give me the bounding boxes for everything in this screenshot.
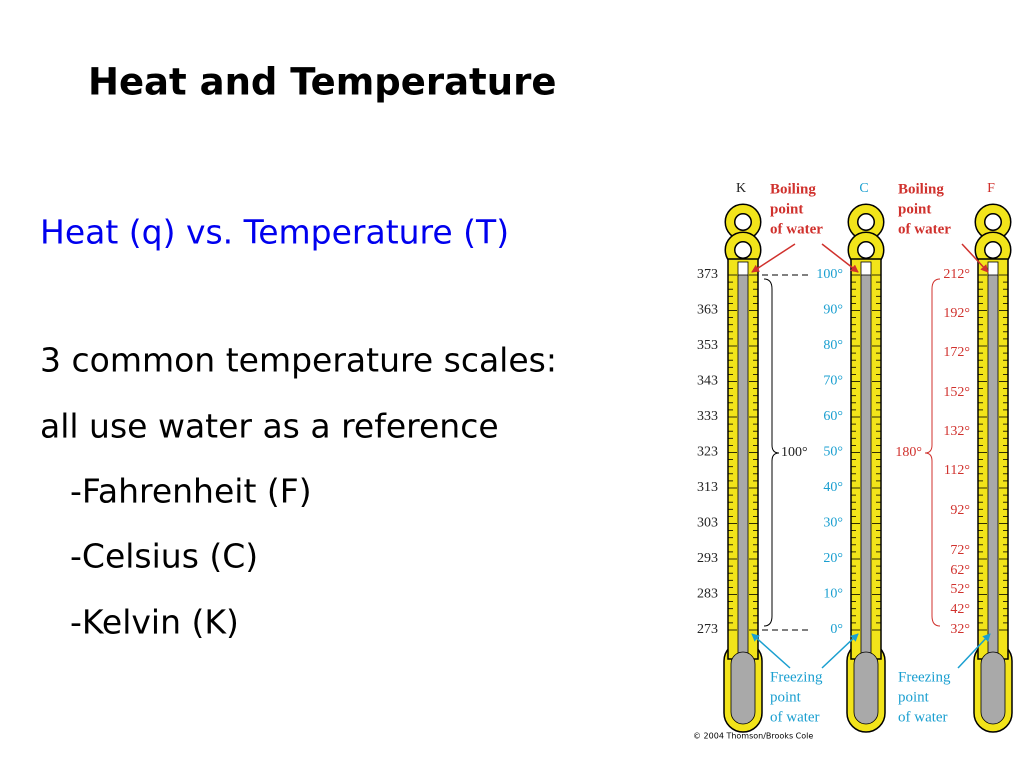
- thermometer-column: [860, 274, 872, 661]
- freezing-arrow: [821, 633, 859, 669]
- freezing-arrow: [751, 633, 791, 669]
- thermometer-column: [987, 274, 999, 661]
- scale-tick-label: 0°: [830, 622, 843, 637]
- scale-tick-label: 90°: [823, 303, 843, 318]
- span-label: 180°: [895, 445, 922, 460]
- thermometer-liquid: [853, 651, 879, 725]
- boiling-label: point: [770, 201, 803, 217]
- span-bracket: [763, 278, 780, 627]
- title: Heat and Temperature: [88, 61, 556, 104]
- scale-tick-label: 132°: [943, 424, 970, 439]
- scale-tick-label: 80°: [823, 338, 843, 353]
- body-line: -Kelvin (K): [70, 603, 239, 642]
- span-bracket: [924, 278, 941, 627]
- scale-tick-label: 303: [697, 516, 718, 531]
- scale-tick-label: 62°: [950, 563, 970, 578]
- thermometer-liquid: [730, 651, 756, 725]
- scale-tick-label: 323: [697, 445, 718, 460]
- boiling-arrow: [961, 243, 989, 273]
- scale-tick-label: 293: [697, 551, 718, 566]
- boiling-arrow: [821, 243, 859, 273]
- scale-tick-label: 20°: [823, 551, 843, 566]
- body-line: 3 common temperature scales:: [40, 341, 557, 380]
- scale-tick-label: 273: [697, 622, 718, 637]
- body-line: -Fahrenheit (F): [70, 472, 312, 511]
- scale-letter: C: [859, 181, 868, 196]
- credit: © 2004 Thomson/Brooks Cole: [693, 732, 813, 741]
- freezing-label: Freezing: [770, 669, 823, 685]
- freezing-label: of water: [770, 709, 820, 725]
- freezing-label: point: [770, 689, 802, 705]
- boiling-label: point: [898, 201, 931, 217]
- scale-tick-label: 50°: [823, 445, 843, 460]
- freezing-arrow: [957, 633, 991, 669]
- scale-tick-label: 32°: [950, 622, 970, 637]
- body-line: all use water as a reference: [40, 407, 499, 446]
- scale-tick-label: 283: [697, 587, 718, 602]
- scale-tick-label: 192°: [943, 306, 970, 321]
- freezing-label: of water: [898, 709, 948, 725]
- scale-tick-label: 172°: [943, 345, 970, 360]
- boiling-arrow: [751, 243, 796, 273]
- scale-tick-label: 70°: [823, 374, 843, 389]
- thermometer-bore: [737, 261, 749, 277]
- scale-tick-label: 30°: [823, 516, 843, 531]
- scale-tick-label: 212°: [943, 267, 970, 282]
- thermometer-bore: [987, 261, 999, 277]
- boiling-label: of water: [898, 221, 951, 237]
- thermometer-liquid: [980, 651, 1006, 725]
- scale-tick-label: 343: [697, 374, 718, 389]
- span-label: 100°: [781, 445, 808, 460]
- scale-tick-label: 313: [697, 480, 718, 495]
- scale-tick-label: 353: [697, 338, 718, 353]
- thermometer-column: [737, 274, 749, 661]
- scale-tick-label: 363: [697, 303, 718, 318]
- body-line: -Celsius (C): [70, 537, 258, 576]
- scale-tick-label: 42°: [950, 602, 970, 617]
- scale-tick-label: 333: [697, 409, 718, 424]
- scale-letter: F: [987, 181, 995, 196]
- scale-tick-label: 10°: [823, 587, 843, 602]
- subtitle: Heat (q) vs. Temperature (T): [40, 213, 509, 252]
- freezing-label: Freezing: [898, 669, 951, 685]
- thermometer-figure: K C F 373 363 353 343 333 323 313 303 293 283 273 100°…: [693, 181, 1013, 741]
- scale-tick-label: 112°: [944, 463, 970, 478]
- scale-tick-label: 373: [697, 267, 718, 282]
- scale-letter: K: [736, 181, 746, 196]
- thermometer-bore: [860, 261, 872, 277]
- scale-tick-label: 60°: [823, 409, 843, 424]
- scale-tick-label: 52°: [950, 582, 970, 597]
- boiling-label: Boiling: [770, 181, 816, 197]
- scale-tick-label: 152°: [943, 385, 970, 400]
- scale-tick-label: 100°: [816, 267, 843, 282]
- scale-tick-label: 40°: [823, 480, 843, 495]
- scale-tick-label: 92°: [950, 503, 970, 518]
- boiling-label: Boiling: [898, 181, 944, 197]
- boiling-label: of water: [770, 221, 823, 237]
- scale-tick-label: 72°: [950, 543, 970, 558]
- freezing-label: point: [898, 689, 930, 705]
